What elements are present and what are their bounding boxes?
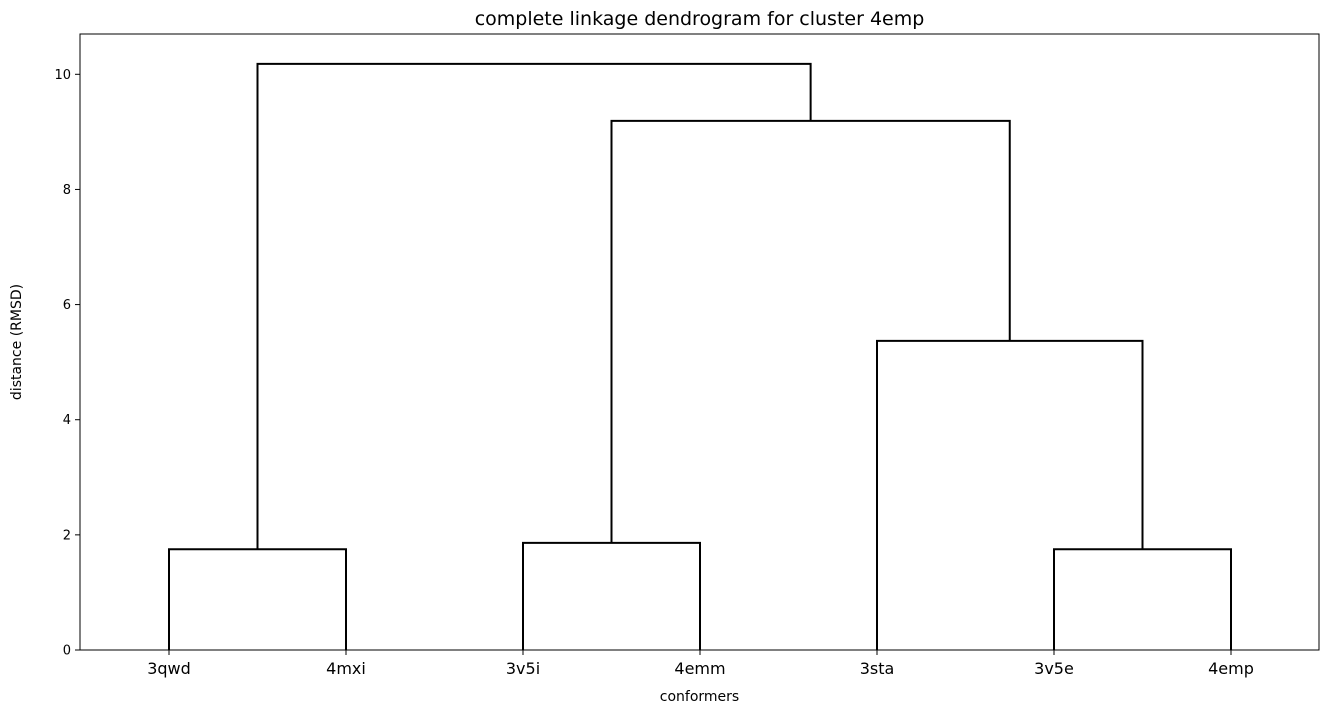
- leaf-label-3qwd: 3qwd: [147, 659, 191, 678]
- leaf-label-4mxi: 4mxi: [326, 659, 366, 678]
- dendrogram-links: [168, 62, 1232, 650]
- x-axis-label: conformers: [660, 689, 739, 705]
- dendrogram-link-5: [256, 62, 812, 550]
- leaf-label-4emp: 4emp: [1208, 659, 1254, 678]
- y-axis: 0 2 4 6 8 10: [54, 68, 80, 659]
- y-tick-label-5: 10: [54, 68, 71, 83]
- y-tick-label-1: 2: [63, 528, 71, 543]
- y-tick-label-2: 4: [63, 413, 71, 428]
- dendrogram-link-0: [168, 548, 347, 650]
- dendrogram-link-4: [610, 119, 1011, 543]
- leaf-label-3v5e: 3v5e: [1034, 659, 1074, 678]
- dendrogram-link-1: [522, 541, 701, 650]
- dendrogram-link-2: [1053, 548, 1232, 650]
- chart-title: complete linkage dendrogram for cluster …: [475, 8, 925, 30]
- y-tick-label-3: 6: [63, 298, 71, 313]
- leaf-label-3v5i: 3v5i: [506, 659, 540, 678]
- y-axis-label: distance (RMSD): [9, 284, 25, 400]
- x-axis: 3qwd 4mxi 3v5i 4emm 3sta 3v5e 4emp: [147, 650, 1254, 678]
- y-tick-label-4: 8: [63, 183, 71, 198]
- dendrogram-link-3: [876, 339, 1144, 650]
- leaf-label-3sta: 3sta: [860, 659, 895, 678]
- leaf-label-4emm: 4emm: [674, 659, 725, 678]
- y-tick-label-0: 0: [63, 644, 71, 659]
